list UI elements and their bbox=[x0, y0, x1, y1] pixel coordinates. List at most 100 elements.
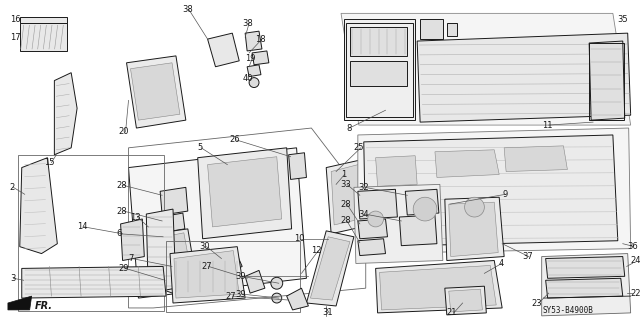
Text: 39: 39 bbox=[236, 290, 246, 299]
Text: 32: 32 bbox=[358, 183, 369, 192]
Polygon shape bbox=[344, 19, 415, 120]
Polygon shape bbox=[147, 209, 176, 293]
Polygon shape bbox=[163, 267, 200, 296]
Text: 28: 28 bbox=[116, 207, 127, 216]
Text: 29: 29 bbox=[118, 264, 129, 273]
Polygon shape bbox=[380, 266, 496, 310]
Polygon shape bbox=[307, 231, 354, 306]
Polygon shape bbox=[405, 189, 439, 215]
Polygon shape bbox=[129, 148, 307, 298]
Polygon shape bbox=[247, 65, 261, 77]
Text: 1: 1 bbox=[341, 170, 346, 179]
Polygon shape bbox=[449, 289, 483, 312]
Polygon shape bbox=[589, 41, 625, 120]
Text: 37: 37 bbox=[522, 252, 532, 261]
Polygon shape bbox=[358, 128, 630, 253]
Polygon shape bbox=[207, 157, 282, 227]
Polygon shape bbox=[445, 286, 486, 315]
Text: 6: 6 bbox=[116, 229, 122, 238]
Text: 2: 2 bbox=[10, 183, 15, 192]
Text: 25: 25 bbox=[354, 143, 364, 152]
Polygon shape bbox=[164, 233, 188, 259]
Text: 28: 28 bbox=[340, 216, 351, 226]
Text: 34: 34 bbox=[358, 210, 369, 219]
Polygon shape bbox=[160, 213, 185, 233]
Polygon shape bbox=[445, 197, 504, 260]
Polygon shape bbox=[310, 237, 350, 300]
Text: 30: 30 bbox=[200, 242, 211, 251]
Polygon shape bbox=[160, 187, 188, 215]
Text: 38: 38 bbox=[242, 19, 253, 28]
Text: 31: 31 bbox=[323, 308, 333, 317]
Polygon shape bbox=[20, 23, 67, 51]
Polygon shape bbox=[120, 219, 145, 260]
Polygon shape bbox=[170, 247, 245, 303]
Polygon shape bbox=[245, 31, 262, 51]
Polygon shape bbox=[20, 158, 58, 253]
Text: 3: 3 bbox=[10, 274, 15, 283]
Polygon shape bbox=[358, 239, 385, 256]
Text: 5: 5 bbox=[198, 143, 203, 152]
Polygon shape bbox=[207, 33, 239, 67]
Polygon shape bbox=[20, 17, 67, 23]
Text: 18: 18 bbox=[255, 35, 266, 44]
Text: 26: 26 bbox=[229, 135, 240, 144]
Polygon shape bbox=[174, 251, 239, 298]
Text: 38: 38 bbox=[182, 5, 193, 14]
Text: 17: 17 bbox=[10, 33, 20, 42]
Polygon shape bbox=[546, 278, 623, 298]
Polygon shape bbox=[331, 163, 370, 225]
Circle shape bbox=[465, 197, 484, 217]
Circle shape bbox=[272, 293, 282, 303]
Circle shape bbox=[413, 197, 437, 221]
Bar bbox=[346, 23, 413, 117]
Polygon shape bbox=[546, 257, 625, 278]
Polygon shape bbox=[399, 215, 437, 246]
Text: 16: 16 bbox=[10, 15, 20, 24]
Polygon shape bbox=[504, 146, 568, 172]
Polygon shape bbox=[358, 189, 397, 219]
Polygon shape bbox=[376, 260, 502, 313]
Polygon shape bbox=[350, 27, 407, 56]
Text: FR.: FR. bbox=[35, 301, 52, 311]
Bar bbox=[589, 43, 624, 120]
Text: 9: 9 bbox=[502, 190, 508, 199]
Polygon shape bbox=[160, 229, 193, 262]
Text: 28: 28 bbox=[116, 181, 127, 190]
Polygon shape bbox=[287, 288, 308, 310]
Polygon shape bbox=[420, 19, 443, 39]
Polygon shape bbox=[326, 158, 376, 234]
Polygon shape bbox=[289, 153, 307, 180]
Text: 19: 19 bbox=[245, 54, 255, 63]
Text: 13: 13 bbox=[131, 212, 141, 221]
Circle shape bbox=[368, 211, 383, 227]
Polygon shape bbox=[198, 148, 292, 239]
Bar bbox=[166, 241, 300, 312]
Text: 21: 21 bbox=[447, 308, 458, 317]
Polygon shape bbox=[54, 73, 77, 155]
Polygon shape bbox=[131, 63, 180, 120]
Text: SY53-B4900B: SY53-B4900B bbox=[542, 307, 593, 316]
Polygon shape bbox=[435, 150, 499, 178]
Text: 27: 27 bbox=[202, 262, 212, 271]
Polygon shape bbox=[127, 56, 186, 128]
Text: 27: 27 bbox=[225, 292, 236, 300]
Polygon shape bbox=[376, 156, 417, 186]
Polygon shape bbox=[417, 33, 630, 122]
Polygon shape bbox=[216, 251, 242, 272]
Text: 39: 39 bbox=[236, 272, 246, 281]
Polygon shape bbox=[447, 23, 457, 36]
Text: 35: 35 bbox=[617, 15, 627, 24]
Text: 7: 7 bbox=[129, 254, 134, 263]
Polygon shape bbox=[252, 51, 269, 65]
Polygon shape bbox=[541, 253, 630, 316]
Text: 4: 4 bbox=[498, 259, 504, 268]
Polygon shape bbox=[8, 296, 31, 310]
Polygon shape bbox=[358, 219, 387, 239]
Text: 15: 15 bbox=[45, 158, 55, 167]
Text: 24: 24 bbox=[630, 256, 640, 265]
Polygon shape bbox=[22, 267, 166, 298]
Text: 28: 28 bbox=[340, 200, 351, 209]
Text: 33: 33 bbox=[340, 180, 351, 189]
Text: 8: 8 bbox=[346, 124, 351, 132]
